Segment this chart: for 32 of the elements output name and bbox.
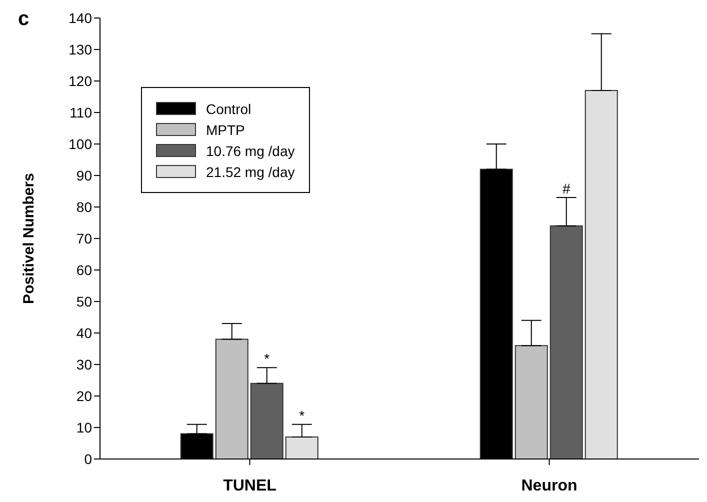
legend-label: 10.76 mg /day — [205, 142, 295, 161]
y-tick-label: 10 — [76, 419, 92, 436]
y-axis-title: Positivel Numbers — [20, 173, 38, 304]
data-label: * — [299, 407, 306, 424]
y-tick-label: 110 — [70, 104, 92, 120]
y-tick-label: 60 — [76, 262, 92, 278]
bar — [584, 90, 618, 459]
y-tick-label: 130 — [68, 41, 92, 58]
legend-label: MPTP — [205, 120, 246, 140]
y-tick-label: 120 — [68, 72, 92, 89]
bar — [250, 382, 284, 459]
y-tick-label: 0 — [84, 450, 92, 467]
legend-label: 21.52 mg /day — [205, 162, 295, 182]
y-tick-label: 40 — [76, 324, 92, 341]
chart-title: c — [18, 8, 30, 31]
bar — [285, 436, 318, 459]
data-label: # — [562, 180, 570, 197]
y-tick-label: 140 — [68, 10, 92, 26]
y-tick-label: 50 — [76, 293, 92, 310]
bar — [514, 345, 548, 459]
bar — [215, 338, 248, 459]
y-tick-label: 20 — [76, 388, 92, 404]
y-tick-label: 80 — [76, 198, 92, 215]
x-tick-label: Neuron — [521, 477, 578, 494]
y-tick-label: 90 — [76, 167, 92, 184]
y-tick-label: 100 — [68, 136, 92, 152]
legend-label: Control — [205, 100, 252, 118]
data-label: * — [264, 350, 270, 367]
bar — [550, 225, 583, 459]
y-tick-label: 30 — [76, 356, 92, 372]
x-tick-label: TUNEL — [223, 477, 277, 494]
y-tick-label: 70 — [76, 230, 92, 246]
